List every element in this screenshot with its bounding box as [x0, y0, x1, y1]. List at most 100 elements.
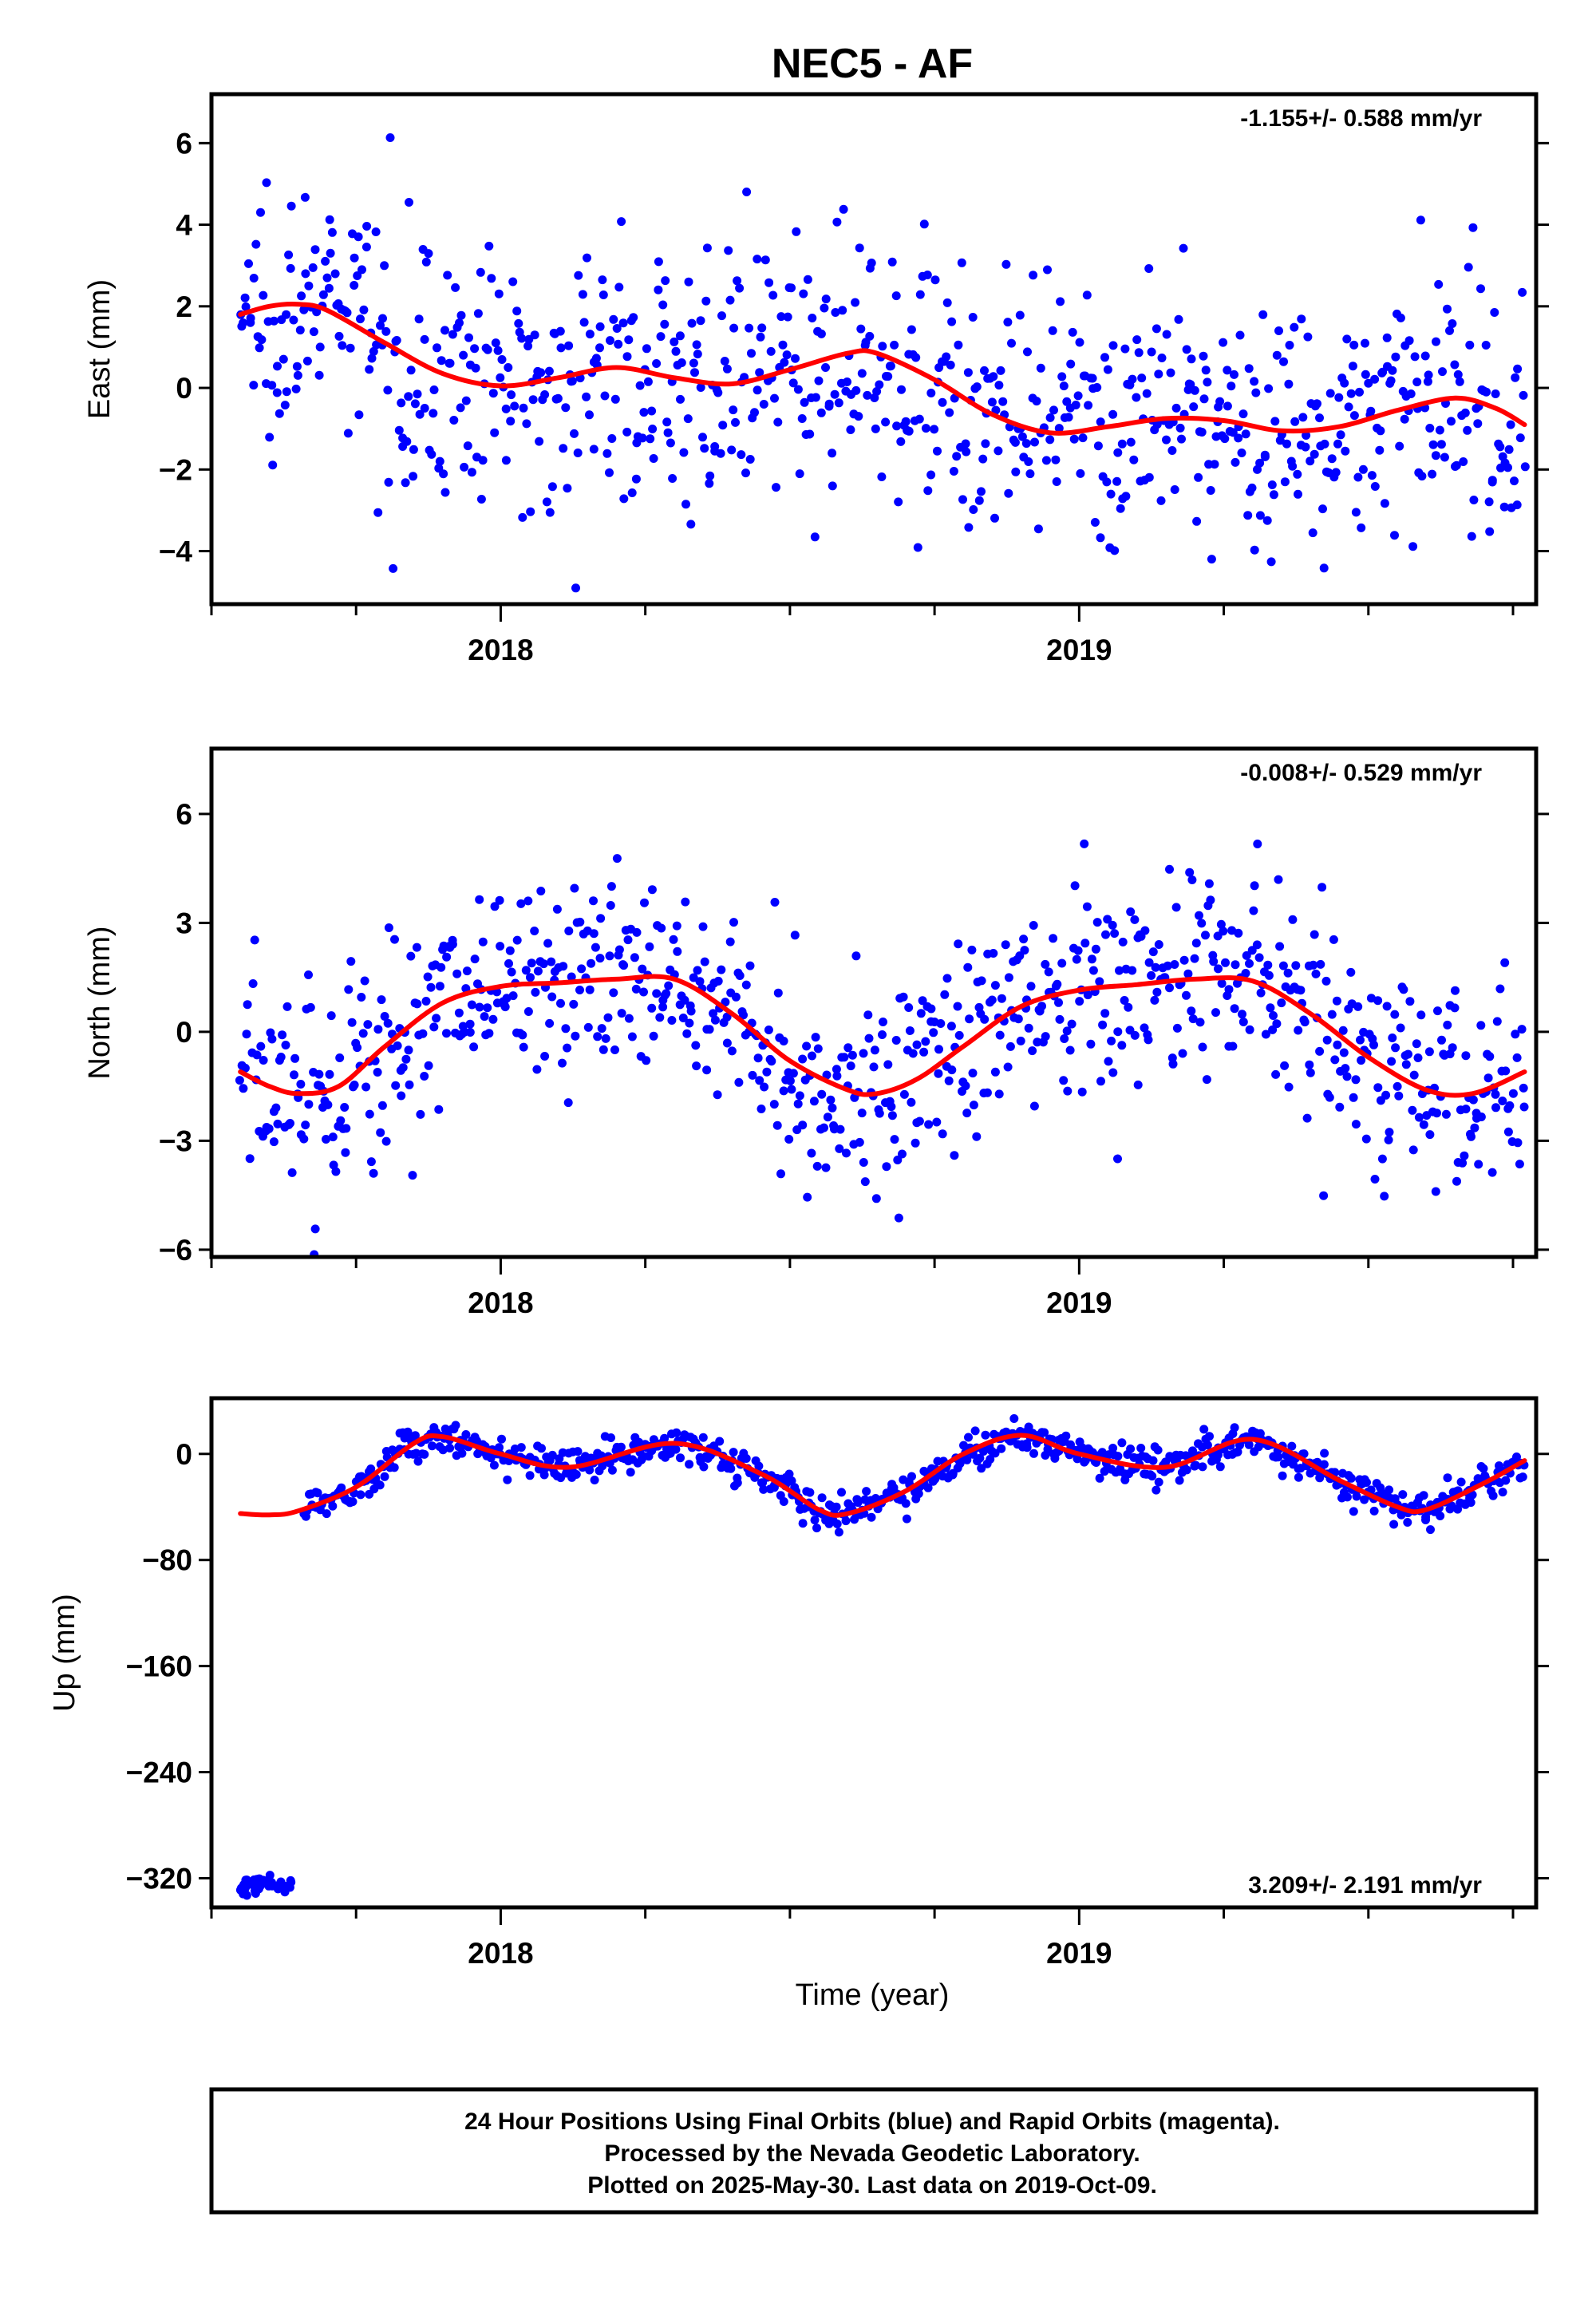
- data-point: [1057, 372, 1067, 381]
- data-point: [398, 1063, 408, 1073]
- data-point: [830, 389, 839, 399]
- data-point: [1398, 1490, 1408, 1500]
- data-point: [384, 923, 393, 932]
- data-point: [1206, 895, 1215, 905]
- data-point: [323, 1100, 333, 1109]
- data-point: [1223, 366, 1232, 375]
- data-point: [1487, 1168, 1497, 1177]
- data-point: [1476, 284, 1485, 294]
- data-point: [897, 385, 906, 394]
- data-point: [413, 1456, 423, 1466]
- data-point: [1199, 394, 1209, 404]
- data-point: [837, 1488, 846, 1497]
- data-point: [1107, 1036, 1116, 1045]
- y-axis-label: Up (mm): [48, 1594, 81, 1712]
- data-point: [616, 1442, 626, 1452]
- data-point: [335, 1053, 345, 1062]
- data-point: [353, 271, 362, 280]
- data-point: [757, 1105, 766, 1113]
- data-point: [1245, 1025, 1254, 1034]
- data-point: [1436, 440, 1446, 449]
- data-point: [470, 344, 480, 354]
- data-point: [585, 985, 595, 994]
- data-point: [449, 416, 459, 425]
- data-point: [933, 446, 942, 456]
- data-point: [655, 1013, 665, 1022]
- data-point: [846, 425, 855, 434]
- data-point: [630, 953, 639, 962]
- data-point: [1069, 434, 1079, 444]
- data-point: [753, 385, 762, 395]
- data-point: [1431, 451, 1440, 460]
- data-point: [533, 966, 543, 976]
- data-point: [1370, 374, 1380, 384]
- data-point: [1366, 406, 1376, 416]
- fit-curve: [238, 302, 1527, 436]
- data-point: [343, 429, 353, 438]
- data-point: [660, 1433, 670, 1443]
- data-point: [547, 482, 557, 492]
- data-point: [1075, 997, 1084, 1006]
- data-point: [393, 1041, 402, 1050]
- data-points: [236, 133, 1530, 593]
- data-point: [602, 449, 612, 458]
- data-point: [1485, 527, 1495, 536]
- data-point: [385, 133, 395, 142]
- data-point: [1076, 468, 1085, 478]
- data-point: [783, 312, 792, 322]
- data-point: [413, 389, 422, 399]
- data-point: [516, 1443, 526, 1452]
- data-point: [839, 204, 848, 214]
- data-point: [564, 341, 574, 350]
- data-point: [1512, 500, 1522, 510]
- data-point: [1272, 350, 1282, 360]
- data-point: [1072, 954, 1081, 964]
- data-point: [304, 1100, 314, 1109]
- data-point: [598, 275, 607, 285]
- data-point: [1333, 439, 1342, 449]
- data-point: [350, 1081, 359, 1089]
- data-point: [1203, 1441, 1212, 1450]
- data-point: [302, 356, 312, 366]
- data-point: [821, 363, 830, 372]
- data-point: [245, 1154, 255, 1164]
- data-point: [475, 1002, 484, 1012]
- data-point: [404, 392, 413, 401]
- data-point: [483, 1003, 492, 1013]
- data-point: [1190, 385, 1199, 395]
- data-point: [451, 1421, 460, 1430]
- data-point: [1468, 223, 1478, 232]
- data-point: [689, 358, 698, 368]
- data-point: [696, 383, 705, 392]
- data-point: [587, 958, 596, 968]
- data-point: [563, 1098, 573, 1108]
- data-point: [646, 434, 655, 444]
- data-point: [942, 352, 951, 362]
- data-point: [478, 456, 488, 465]
- data-point: [1096, 533, 1105, 543]
- data-point: [1376, 426, 1385, 436]
- data-point: [1495, 984, 1505, 994]
- data-point: [1088, 373, 1097, 383]
- data-point: [663, 428, 673, 437]
- data-point: [1132, 335, 1142, 345]
- data-point: [595, 322, 605, 331]
- data-point: [1182, 345, 1191, 354]
- data-point: [1351, 508, 1361, 517]
- data-point: [342, 1124, 351, 1133]
- data-point: [406, 366, 416, 375]
- data-point: [1045, 435, 1055, 445]
- data-point: [1108, 920, 1117, 930]
- data-point: [1318, 504, 1327, 514]
- data-point: [1447, 417, 1456, 426]
- data-point: [980, 1014, 990, 1024]
- data-point: [1443, 1473, 1452, 1483]
- data-point: [1306, 1068, 1315, 1077]
- data-point: [555, 326, 565, 336]
- data-point: [828, 449, 837, 458]
- data-point: [380, 261, 389, 271]
- data-point: [892, 421, 902, 431]
- data-point: [1242, 951, 1251, 960]
- data-point: [1130, 1030, 1140, 1040]
- data-point: [1177, 434, 1186, 444]
